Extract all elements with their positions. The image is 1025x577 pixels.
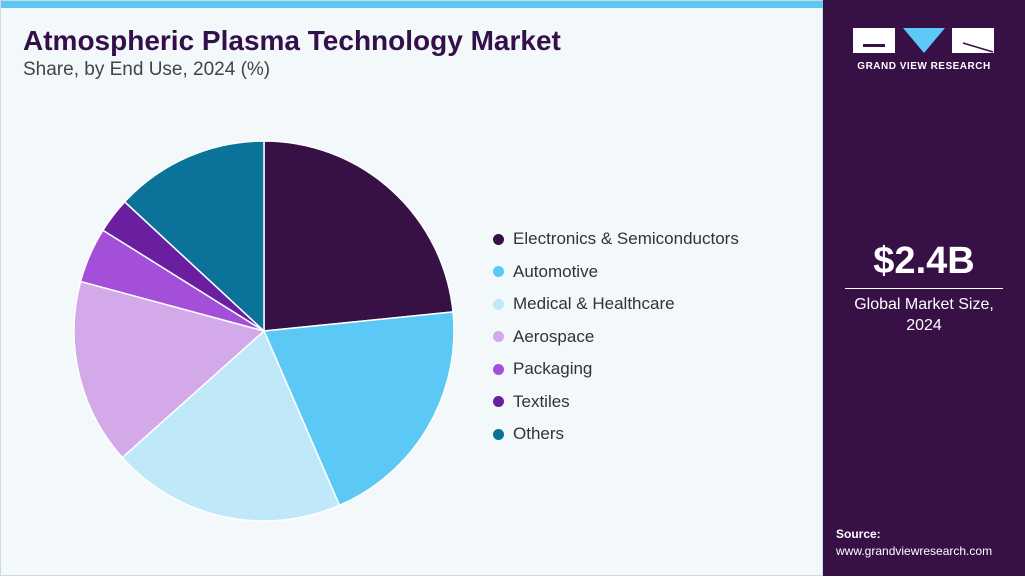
legend: Electronics & Semiconductors Automotive Me… xyxy=(493,223,739,451)
legend-label: Others xyxy=(513,424,565,444)
legend-item: Packaging xyxy=(493,353,739,386)
source: Source: www.grandviewresearch.com xyxy=(836,526,992,560)
legend-item: Medical & Healthcare xyxy=(493,288,739,321)
legend-item: Electronics & Semiconductors xyxy=(493,223,739,256)
pie-slice-aerospace xyxy=(73,280,266,459)
legend-swatch xyxy=(493,331,504,343)
sidebar: GRAND VIEW RESEARCH $2.4B Global Market … xyxy=(823,0,1025,576)
chart-subtitle: Share, by End Use, 2024 (%) xyxy=(23,59,271,80)
market-size-value: $2.4B xyxy=(873,240,975,282)
legend-label: Automotive xyxy=(513,261,599,281)
caption-line-1: Global Market Size, xyxy=(854,296,994,313)
legend-swatch xyxy=(493,233,504,245)
gvr-logo xyxy=(853,28,994,53)
divider xyxy=(845,288,1003,289)
legend-swatch xyxy=(493,298,504,310)
legend-label: Electronics & Semiconductors xyxy=(513,229,739,249)
legend-item: Textiles xyxy=(493,386,739,419)
legend-swatch xyxy=(493,428,504,440)
logo-text: GRAND VIEW RESEARCH xyxy=(857,61,991,72)
source-label: Source: xyxy=(836,527,881,541)
legend-label: Medical & Healthcare xyxy=(513,294,675,314)
legend-label: Packaging xyxy=(513,359,593,379)
pie-slice-medical-healthcare xyxy=(121,329,341,522)
legend-swatch xyxy=(493,266,504,278)
chart-title: Atmospheric Plasma Technology Market xyxy=(23,25,561,56)
legend-swatch xyxy=(493,396,504,408)
legend-label: Textiles xyxy=(513,391,570,411)
market-size-caption: Global Market Size, 2024 xyxy=(823,294,1025,336)
pie-slice-automotive xyxy=(262,311,455,507)
pie-slice-others xyxy=(123,140,265,333)
chart-panel: Atmospheric Plasma Technology Market Sha… xyxy=(0,0,824,576)
source-url[interactable]: www.grandviewresearch.com xyxy=(836,544,993,558)
legend-label: Aerospace xyxy=(513,326,595,346)
pie-slice-electronics-semiconductors xyxy=(263,140,454,332)
legend-swatch xyxy=(493,363,504,375)
caption-line-2: 2024 xyxy=(906,317,942,334)
accent-bar xyxy=(1,1,824,8)
legend-item: Automotive xyxy=(493,256,739,289)
legend-item: Aerospace xyxy=(493,321,739,354)
pie-chart xyxy=(73,140,455,522)
legend-item: Others xyxy=(493,418,739,451)
